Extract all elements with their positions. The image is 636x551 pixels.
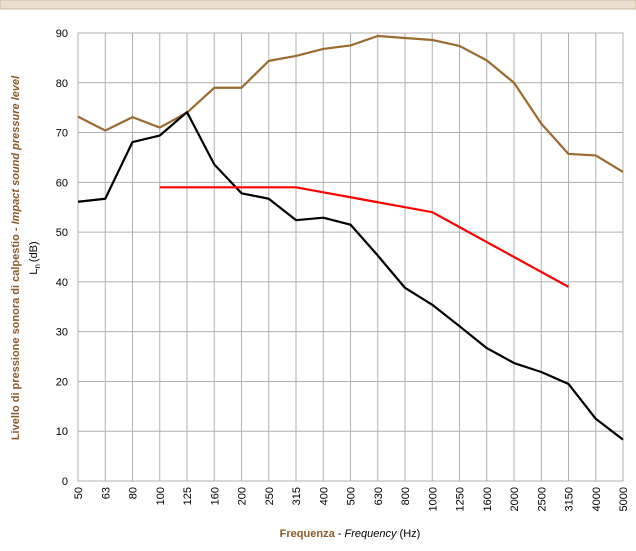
x-tick-label: 400 (318, 487, 330, 505)
x-tick-label: 200 (237, 487, 249, 505)
x-tick-label: 50 (73, 487, 85, 499)
x-tick-label: 80 (128, 487, 140, 499)
y-tick-label: 50 (56, 227, 68, 239)
x-title-main: Frequenza (280, 528, 336, 540)
x-tick-label: 630 (373, 487, 385, 505)
y-unit-subscript: n (33, 264, 42, 268)
y-tick-label: 70 (56, 128, 68, 140)
y-axis-title: Livello di pressione sonora di calpestio… (10, 75, 22, 440)
y-tick-label: 90 (56, 28, 68, 40)
series-line (159, 186, 570, 288)
x-tick-label: 1600 (482, 487, 494, 511)
y-title-separator: - (10, 227, 22, 231)
x-tick-label: 1000 (427, 487, 439, 511)
series-line (77, 34, 624, 173)
y-unit-unit: (dB) (28, 241, 40, 262)
x-tick-label: 5000 (618, 487, 630, 511)
y-title-main: Livello di pressione sonora di calpestio (10, 234, 22, 440)
x-title-unit: (Hz) (400, 528, 421, 540)
x-tick-label: 1250 (455, 487, 467, 511)
x-tick-label: 125 (182, 487, 194, 505)
y-tick-label: 40 (56, 277, 68, 289)
x-title-separator: - (338, 528, 342, 540)
y-title-translation: Impact sound pressure level (10, 75, 22, 224)
x-axis-title: Frequenza - Frequency (Hz) (280, 528, 421, 540)
x-tick-label: 3150 (564, 487, 576, 511)
y-tick-label: 10 (56, 426, 68, 438)
x-tick-label: 2500 (536, 487, 548, 511)
y-tick-label: 20 (56, 376, 68, 388)
y-axis-unit: Ln (dB) (28, 241, 42, 274)
x-tick-label: 63 (100, 487, 112, 499)
x-tick-label: 250 (264, 487, 276, 505)
x-tick-label: 315 (291, 487, 303, 505)
x-tick-label: 2000 (509, 487, 521, 511)
y-tick-label: 30 (56, 327, 68, 339)
x-tick-label: 100 (155, 487, 167, 505)
x-title-translation: Frequency (344, 528, 397, 540)
y-tick-label: 60 (56, 177, 68, 189)
x-tick-label: 500 (346, 487, 358, 505)
y-tick-label: 80 (56, 78, 68, 90)
y-unit-symbol: L (28, 269, 40, 275)
y-tick-label: 0 (62, 476, 68, 488)
x-tick-label: 800 (400, 487, 412, 505)
top-bar (0, 0, 636, 10)
series-line (77, 111, 624, 441)
x-tick-label: 160 (209, 487, 221, 505)
x-tick-label: 4000 (591, 487, 603, 511)
